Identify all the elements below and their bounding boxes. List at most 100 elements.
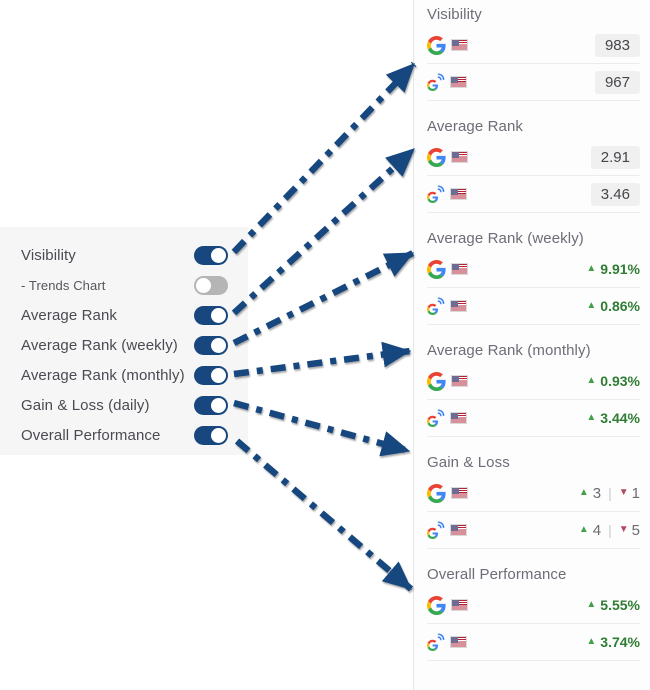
us-flag-icon bbox=[450, 636, 467, 648]
section-title: Visibility bbox=[427, 6, 482, 23]
metric-row: ▲ 3 | ▼ 1 bbox=[427, 475, 640, 512]
metric-value: 983 bbox=[594, 33, 640, 57]
metric-row-icons bbox=[427, 259, 586, 279]
up-triangle-icon: ▲ bbox=[586, 599, 597, 610]
toggle-visibility[interactable] bbox=[194, 245, 228, 265]
section-title: Average Rank (monthly) bbox=[427, 342, 591, 359]
up-triangle-icon: ▲ bbox=[586, 412, 597, 423]
gain-value: 4 bbox=[592, 521, 602, 539]
arrow-visibility-to-visibility bbox=[231, 61, 417, 255]
google-desktop-icon bbox=[427, 147, 446, 167]
metric-sections-list: Visibility 983 967 Average Rank 2.91 3.46 Aver… bbox=[427, 6, 640, 661]
metric-row: ▲ 0.86% bbox=[427, 288, 640, 325]
metric-row-icons bbox=[427, 185, 591, 203]
toggle-knob bbox=[211, 337, 226, 353]
metric-change: ▲ 0.86% bbox=[586, 298, 640, 314]
settings-item-label: Average Rank bbox=[21, 306, 117, 324]
toggle-average-rank-weekly[interactable] bbox=[194, 335, 228, 355]
google-mobile-icon bbox=[427, 521, 445, 539]
metric-gain-loss: ▲ 4 | ▼ 5 bbox=[579, 522, 640, 539]
metric-row-icons bbox=[427, 73, 595, 91]
settings-item-visibility: Visibility bbox=[0, 240, 248, 270]
up-triangle-icon: ▲ bbox=[578, 487, 589, 498]
metric-row-icons bbox=[427, 35, 595, 55]
toggle-knob bbox=[211, 397, 226, 413]
metric-row: ▲ 4 | ▼ 5 bbox=[427, 512, 640, 549]
settings-item-label: - Trends Chart bbox=[21, 277, 106, 293]
settings-item-label: Visibility bbox=[21, 246, 76, 264]
up-triangle-icon: ▲ bbox=[586, 636, 597, 647]
metric-change: ▲ 3.74% bbox=[586, 634, 640, 650]
metric-change: ▲ 5.55% bbox=[586, 597, 640, 613]
metric-gain-loss: ▲ 3 | ▼ 1 bbox=[579, 485, 640, 502]
us-flag-icon bbox=[450, 76, 467, 88]
settings-item-label: Gain & Loss (daily) bbox=[21, 396, 150, 414]
settings-item-label: Overall Performance bbox=[21, 426, 161, 444]
settings-item-label: Average Rank (weekly) bbox=[21, 336, 178, 354]
gain-value: 3 bbox=[592, 484, 602, 502]
loss-value: 5 bbox=[631, 521, 640, 539]
loss-value: 1 bbox=[631, 484, 640, 502]
toggle-trends-chart[interactable] bbox=[194, 275, 228, 295]
metric-change-value: 0.86% bbox=[600, 298, 640, 314]
toggle-average-rank-monthly[interactable] bbox=[194, 365, 228, 385]
google-desktop-icon bbox=[427, 371, 446, 391]
metric-value: 967 bbox=[594, 70, 640, 94]
metric-row-icons bbox=[427, 483, 579, 503]
metric-row: 3.46 bbox=[427, 176, 640, 213]
settings-item-average-rank: Average Rank bbox=[0, 300, 248, 330]
settings-items-list: Visibility - Trends Chart Average Rank Aver… bbox=[0, 240, 248, 450]
settings-item-overall-performance: Overall Performance bbox=[0, 420, 248, 450]
toggle-overall-performance[interactable] bbox=[194, 425, 228, 445]
toggle-knob bbox=[196, 277, 211, 293]
metric-section-average-rank-weekly: Average Rank (weekly) ▲ 9.91% ▲ 0.86% bbox=[427, 230, 640, 325]
metric-change: ▲ 3.44% bbox=[586, 410, 640, 426]
toggle-average-rank[interactable] bbox=[194, 305, 228, 325]
metric-row: ▲ 5.55% bbox=[427, 587, 640, 624]
metric-change-value: 3.44% bbox=[600, 410, 640, 426]
metric-row: 967 bbox=[427, 64, 640, 101]
toggle-knob bbox=[211, 367, 226, 383]
settings-item-average-rank-monthly: Average Rank (monthly) bbox=[0, 360, 248, 390]
metric-row: ▲ 0.93% bbox=[427, 363, 640, 400]
down-triangle-icon: ▼ bbox=[618, 487, 629, 498]
metric-row-icons bbox=[427, 521, 579, 539]
google-mobile-icon bbox=[427, 73, 445, 91]
google-mobile-icon bbox=[427, 633, 445, 651]
metric-value: 3.46 bbox=[590, 182, 640, 206]
us-flag-icon bbox=[451, 151, 468, 163]
metric-section-average-rank-monthly: Average Rank (monthly) ▲ 0.93% ▲ 3.44% bbox=[427, 342, 640, 437]
settings-panel: Visibility - Trends Chart Average Rank Aver… bbox=[0, 227, 248, 455]
us-flag-icon bbox=[451, 39, 468, 51]
section-title: Overall Performance bbox=[427, 566, 567, 583]
us-flag-icon bbox=[451, 599, 468, 611]
metric-row-icons bbox=[427, 147, 591, 167]
up-triangle-icon: ▲ bbox=[586, 263, 597, 274]
metric-section-visibility: Visibility 983 967 bbox=[427, 6, 640, 101]
section-title: Average Rank bbox=[427, 118, 523, 135]
toggle-knob bbox=[211, 427, 226, 443]
metric-row-icons bbox=[427, 297, 586, 315]
google-desktop-icon bbox=[427, 259, 446, 279]
metric-section-overall-performance: Overall Performance ▲ 5.55% ▲ 3.74% bbox=[427, 566, 640, 661]
us-flag-icon bbox=[451, 263, 468, 275]
google-mobile-icon bbox=[427, 409, 445, 427]
toggle-knob bbox=[211, 247, 226, 263]
metric-change: ▲ 9.91% bbox=[586, 261, 640, 277]
metric-change-value: 3.74% bbox=[600, 634, 640, 650]
up-triangle-icon: ▲ bbox=[586, 300, 597, 311]
arrow-average-rank-to-average-rank bbox=[231, 146, 417, 316]
toggle-gain-loss-daily[interactable] bbox=[194, 395, 228, 415]
metric-row: ▲ 3.44% bbox=[427, 400, 640, 437]
metric-change-value: 0.93% bbox=[600, 373, 640, 389]
metric-value: 2.91 bbox=[590, 145, 640, 169]
us-flag-icon bbox=[450, 188, 467, 200]
metric-section-gain-loss: Gain & Loss ▲ 3 | ▼ 1 ▲ 4 | ▼ 5 bbox=[427, 454, 640, 549]
metric-change-value: 5.55% bbox=[600, 597, 640, 613]
us-flag-icon bbox=[450, 300, 467, 312]
separator: | bbox=[608, 522, 612, 538]
section-title: Average Rank (weekly) bbox=[427, 230, 584, 247]
google-mobile-icon bbox=[427, 185, 445, 203]
settings-item-gain-loss-daily: Gain & Loss (daily) bbox=[0, 390, 248, 420]
metric-row-icons bbox=[427, 633, 586, 651]
